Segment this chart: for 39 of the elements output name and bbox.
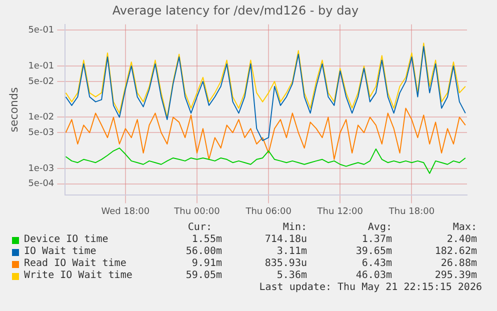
text: 46.03m (355, 270, 392, 282)
text: Avg: (366, 222, 392, 234)
y-axis-title: seconds (7, 87, 20, 132)
text: Cur: (186, 222, 213, 234)
text: 1.37m (360, 234, 392, 246)
y-tick-label: 5e-03 (28, 128, 54, 138)
x-tick-label: Thu 00:00 (173, 206, 220, 217)
y-tick-label: 5e-02 (28, 76, 54, 87)
chart-title: Average latency for /dev/md126 - by day (112, 3, 359, 18)
text: 182.62m (434, 246, 477, 258)
text: 5.36m (276, 270, 307, 282)
text: 59.05m (184, 270, 222, 282)
x-tick-label: Thu 06:00 (244, 206, 292, 217)
text: 56.00m (184, 246, 222, 258)
text: 9.91m (190, 258, 222, 270)
y-tick-label: 1e-03 (28, 164, 54, 174)
text: Last update: Thu May 21 22:15:15 2026 (258, 282, 482, 294)
legend-label: Read IO Wait time (24, 258, 126, 270)
x-tick-label: Thu 12:00 (316, 206, 364, 217)
y-tick-label: 1e-01 (28, 61, 54, 72)
x-tick-label: Thu 18:00 (388, 206, 435, 217)
y-tick-label: 1e-02 (28, 112, 54, 123)
legend-label: IO Wait time (24, 246, 96, 258)
text: 714.18u (264, 234, 307, 246)
x-tick-label: Wed 18:00 (101, 206, 150, 217)
text: Max: (452, 222, 477, 234)
text: 39.65m (354, 246, 392, 258)
legend-label: Device IO time (24, 234, 108, 246)
legend-label: Write IO Wait time (24, 270, 132, 282)
text: Min: (282, 222, 307, 234)
text: 2.40m (446, 234, 477, 246)
text: 26.88m (440, 258, 477, 270)
text: 835.93u (264, 258, 307, 270)
text: 3.11m (276, 246, 307, 258)
y-tick-label: 5e-04 (28, 179, 54, 190)
y-tick-label: 5e-01 (28, 26, 54, 36)
text: 6.43m (360, 258, 392, 270)
text: 295.39m (434, 270, 477, 282)
text: 1.55m (190, 234, 222, 246)
